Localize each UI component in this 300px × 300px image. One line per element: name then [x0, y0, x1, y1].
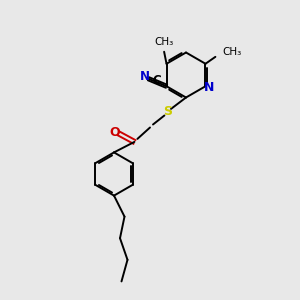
- Text: CH₃: CH₃: [154, 37, 174, 47]
- Text: CH₃: CH₃: [222, 47, 241, 57]
- Text: C: C: [152, 74, 161, 87]
- Text: N: N: [204, 81, 214, 94]
- Text: N: N: [140, 70, 150, 83]
- Text: O: O: [110, 125, 120, 139]
- Text: S: S: [163, 105, 172, 119]
